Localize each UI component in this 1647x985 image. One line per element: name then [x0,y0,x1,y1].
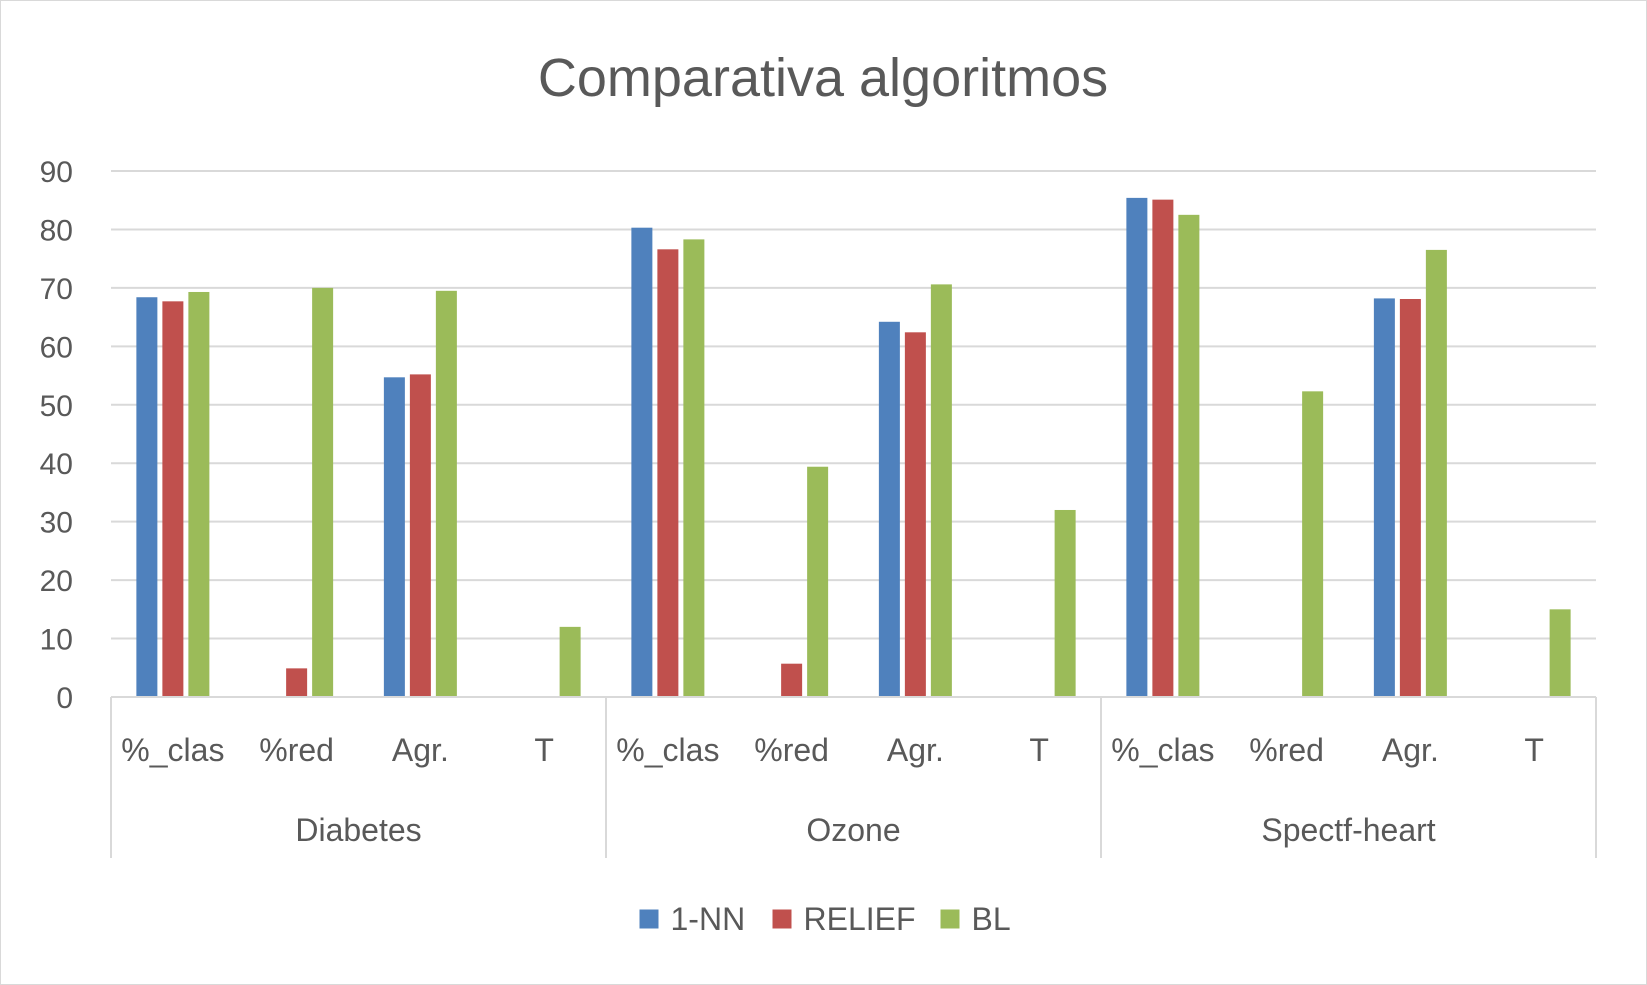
gridlines [111,170,1596,640]
y-tick-label: 80 [40,214,73,247]
x-tick-label: %red [1249,732,1324,768]
bar-relief [1152,199,1174,698]
x-tick-label: T [1524,732,1544,768]
bar-relief [409,374,431,697]
y-tick-label: 10 [40,624,73,657]
bar-1-nn [1126,197,1148,697]
legend-label: BL [972,901,1011,937]
bar-1-nn [878,321,900,697]
x-tick-label: T [1029,732,1049,768]
legend-label: RELIEF [804,901,916,937]
y-tick-label: 20 [40,565,73,598]
bar-bl [312,287,334,697]
bar-1-nn [383,377,405,697]
bars [136,197,1571,698]
bar-bl [1178,214,1200,698]
y-tick-label: 60 [40,331,73,364]
legend-swatch [772,909,792,929]
bar-bl [930,284,952,697]
bar-1-nn [631,227,653,698]
x-tick-label: %red [754,732,829,768]
bar-bl [188,291,210,697]
x-tick-label: Agr. [392,732,449,768]
bar-bl [1302,391,1324,697]
bar-relief [781,663,803,697]
x-tick-label: %_clas [121,732,224,768]
bar-1-nn [1373,298,1395,697]
bar-bl [683,239,705,697]
bar-bl [807,466,829,697]
y-tick-label: 30 [40,507,73,540]
group-label: Spectf-heart [1261,812,1435,848]
bar-relief [904,332,926,697]
bar-bl [559,626,581,697]
y-tick-label: 70 [40,273,73,306]
y-axis-ticks: 0 10 20 30 40 50 60 70 80 90 [40,156,73,715]
y-tick-label: 0 [56,682,73,715]
bar-bl [1054,509,1076,697]
legend: 1-NN RELIEF BL [639,901,1011,937]
x-tick-label: %red [259,732,334,768]
bar-bl [1425,249,1447,697]
bar-relief [1399,298,1421,697]
group-label: Diabetes [295,812,421,848]
y-tick-label: 90 [40,156,73,189]
bar-1-nn [136,297,158,697]
x-tick-label: %_clas [616,732,719,768]
bar-relief [657,249,679,697]
x-axis: %_clas %red Agr. T Diabetes %_clas %red Agr. T Oz… [110,696,1597,858]
y-tick-label: 40 [40,448,73,481]
legend-label: 1-NN [671,901,746,937]
group-label: Ozone [806,812,900,848]
legend-swatch [940,909,960,929]
bar-bl [435,290,457,697]
x-tick-label: Agr. [887,732,944,768]
bar-relief [162,301,184,697]
legend-swatch [639,909,659,929]
y-tick-label: 50 [40,390,73,423]
chart-title: Comparativa algoritmos [538,48,1108,108]
x-tick-label: Agr. [1382,732,1439,768]
bar-relief [286,668,308,697]
bar-bl [1549,609,1571,697]
x-tick-label: %_clas [1111,732,1214,768]
x-tick-label: T [534,732,554,768]
